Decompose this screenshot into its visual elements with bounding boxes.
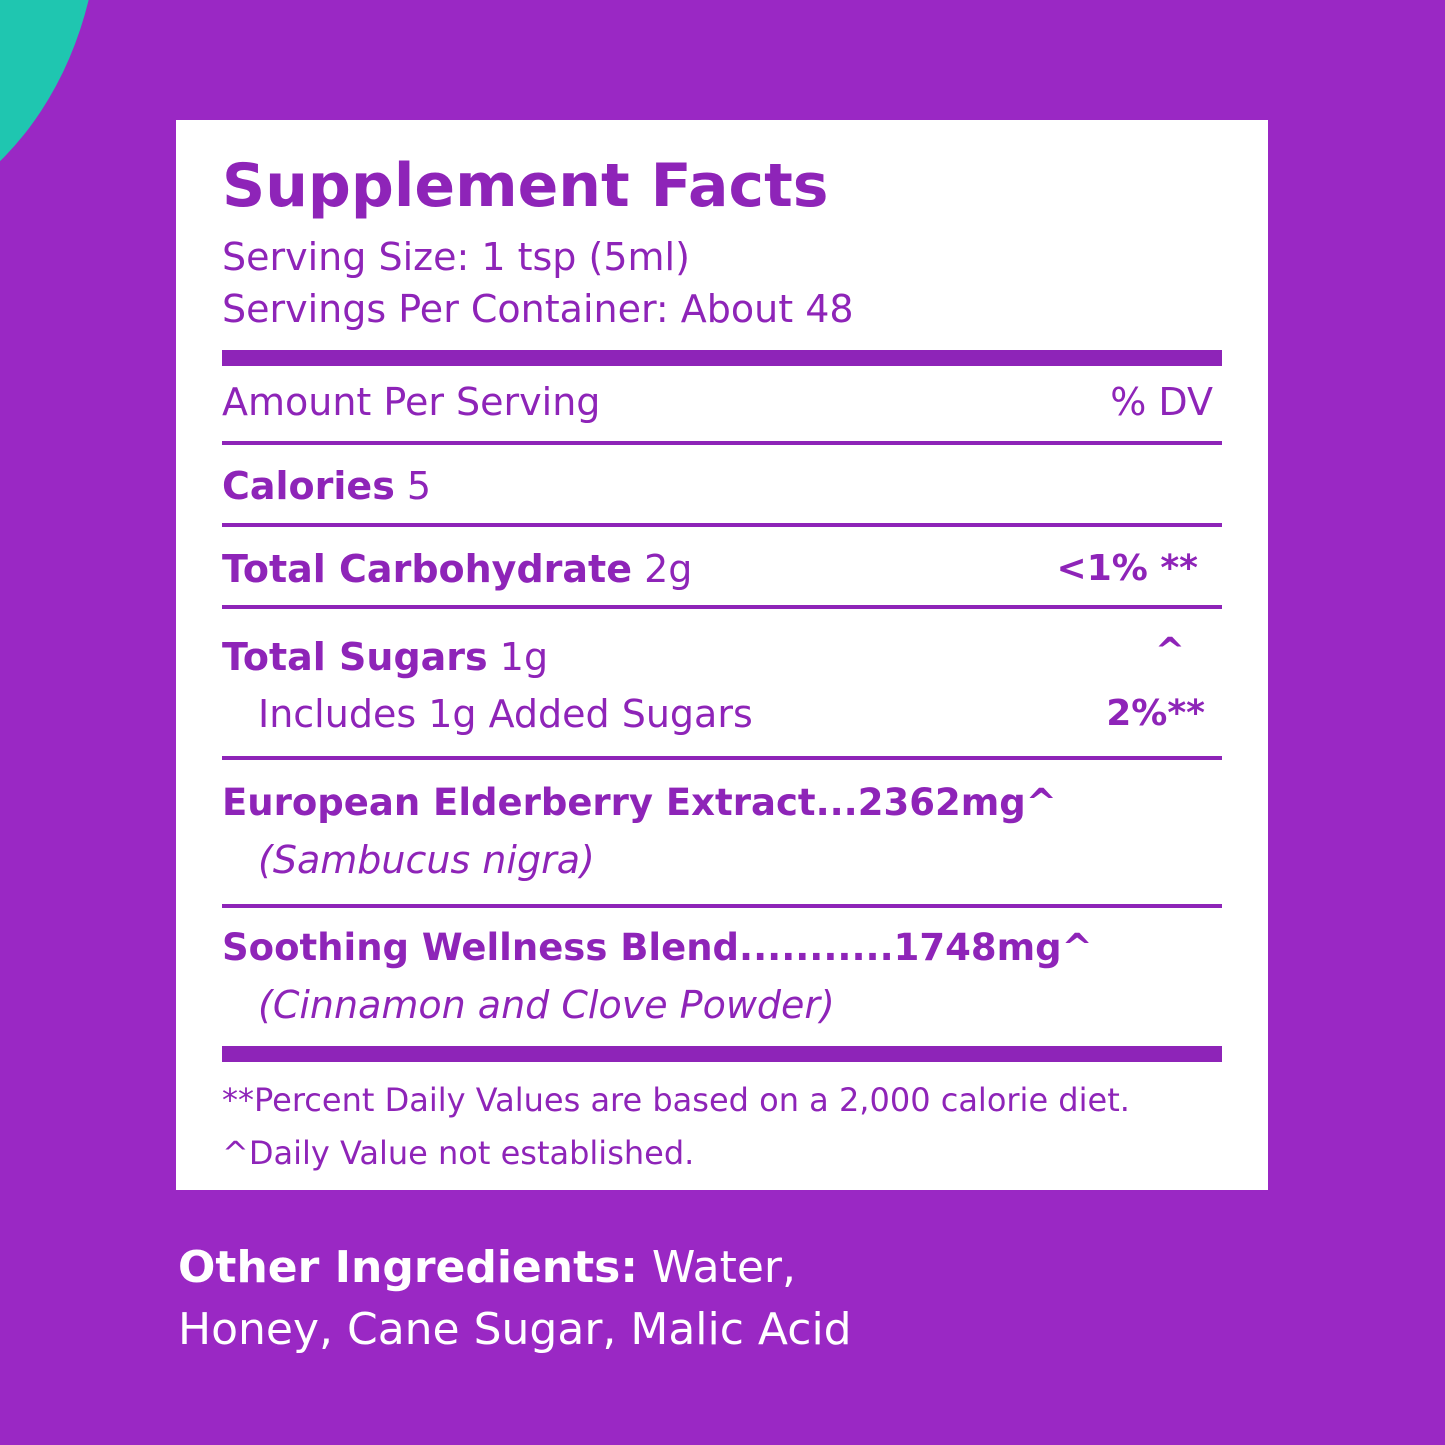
- header-right: % DV: [1110, 380, 1213, 424]
- carb-row: Total Carbohydrate 2g: [222, 544, 692, 594]
- other-ingredients-label: Other Ingredients:: [178, 1242, 638, 1293]
- dv: 2%**: [1106, 693, 1205, 734]
- nutrient-name: Total Sugars: [222, 635, 488, 679]
- serving-size: Serving Size: 1 tsp (5ml): [222, 235, 690, 279]
- nutrient-amount: 1g: [499, 635, 549, 679]
- nutrient-amount: 5: [406, 464, 432, 508]
- ingredient-sub: (Sambucus nigra): [258, 838, 595, 882]
- rule: [222, 1046, 1222, 1062]
- other-ingredients: Other Ingredients: Water,: [178, 1238, 796, 1298]
- decor-shape: [0, 0, 100, 230]
- rule: [222, 350, 1222, 366]
- rule: [222, 523, 1222, 527]
- ingredient-name: Soothing Wellness Blend...........1748mg…: [222, 926, 1093, 969]
- rule: [222, 756, 1222, 760]
- ingredient-name: European Elderberry Extract...2362mg^: [222, 781, 1057, 824]
- dv: <1% **: [1056, 548, 1198, 589]
- calories-row: Calories 5: [222, 461, 431, 511]
- footnote: **Percent Daily Values are based on a 2,…: [222, 1081, 1130, 1119]
- rule: [222, 904, 1222, 908]
- dv: ^: [1154, 631, 1185, 672]
- rule: [222, 441, 1222, 445]
- other-ingredients-text: Water,: [651, 1242, 796, 1293]
- nutrient-name: Calories: [222, 464, 395, 508]
- sugars-row: Total Sugars 1g: [222, 632, 548, 682]
- nutrient-amount: 2g: [644, 547, 693, 591]
- other-ingredients-text: Honey, Cane Sugar, Malic Acid: [178, 1304, 852, 1355]
- nutrient-name: Total Carbohydrate: [222, 547, 632, 591]
- facts-panel: [176, 120, 1268, 1190]
- servings-per-container: Servings Per Container: About 48: [222, 287, 854, 331]
- sub-nutrient: Includes 1g Added Sugars: [258, 692, 753, 736]
- header-left: Amount Per Serving: [222, 380, 601, 424]
- ingredient-sub: (Cinnamon and Clove Powder): [258, 983, 835, 1027]
- footnote: ^Daily Value not established.: [222, 1134, 695, 1172]
- rule: [222, 605, 1222, 609]
- title: Supplement Facts: [222, 151, 829, 221]
